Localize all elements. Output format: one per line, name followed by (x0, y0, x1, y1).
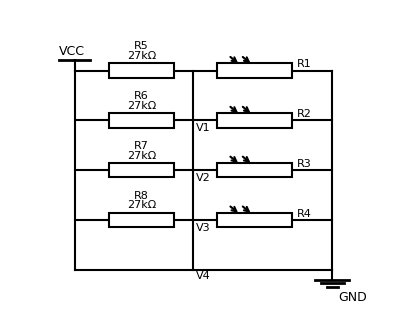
Text: V3: V3 (196, 223, 210, 233)
Text: V2: V2 (196, 173, 210, 183)
Text: 27kΩ: 27kΩ (127, 150, 156, 160)
Bar (218, 113, 292, 127)
Text: 27kΩ: 27kΩ (127, 200, 156, 210)
Text: V1: V1 (196, 123, 210, 133)
Bar (109, 113, 174, 127)
Bar (218, 213, 292, 227)
Text: R7: R7 (134, 141, 149, 151)
Text: 27kΩ: 27kΩ (127, 101, 156, 111)
Text: 27kΩ: 27kΩ (127, 51, 156, 61)
Text: R3: R3 (296, 159, 311, 169)
Text: GND: GND (338, 291, 367, 304)
Text: R8: R8 (134, 191, 149, 201)
Text: R1: R1 (296, 59, 311, 69)
Text: R5: R5 (134, 42, 149, 51)
Bar (218, 63, 292, 78)
Text: R6: R6 (134, 91, 149, 101)
Bar (109, 63, 174, 78)
Bar (109, 163, 174, 177)
Bar (218, 163, 292, 177)
Text: R2: R2 (296, 109, 311, 119)
Text: R4: R4 (296, 209, 311, 219)
Bar (109, 213, 174, 227)
Text: V4: V4 (196, 271, 210, 281)
Text: VCC: VCC (59, 45, 85, 58)
